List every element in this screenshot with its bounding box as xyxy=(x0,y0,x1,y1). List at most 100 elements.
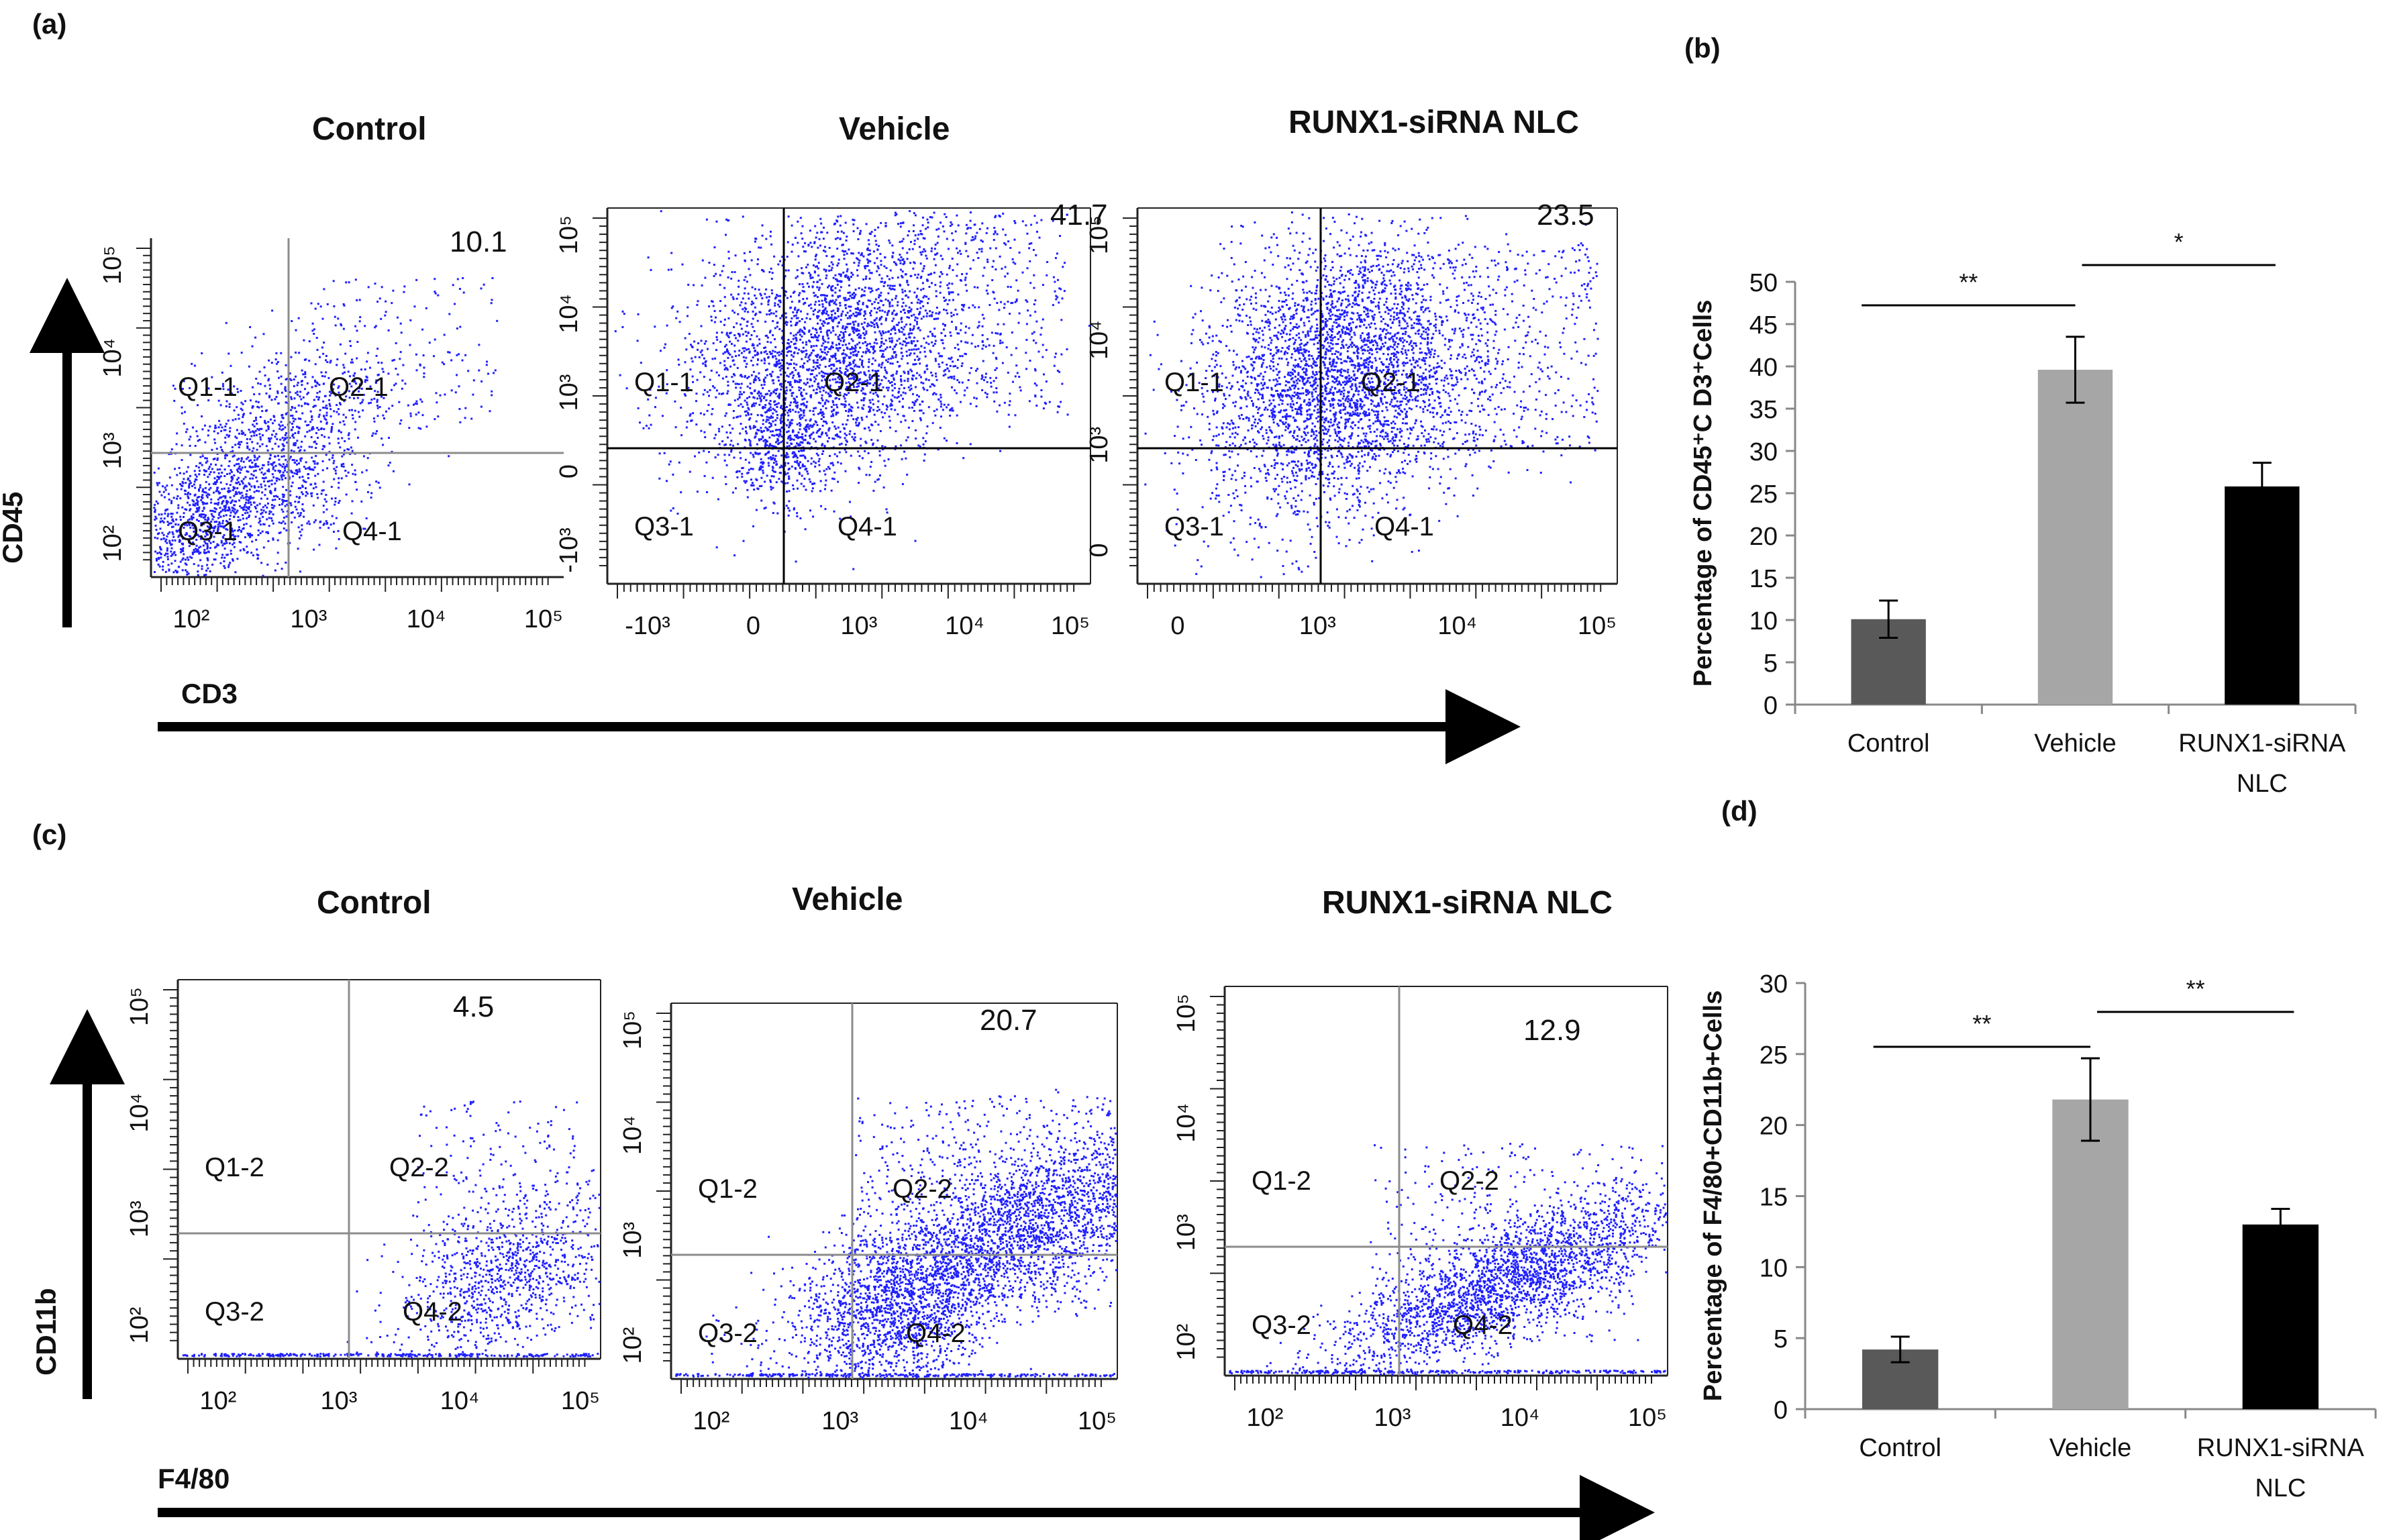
quadrant-label-q2: Q2-1 xyxy=(329,372,389,402)
quadrant-label-q3: Q3-2 xyxy=(205,1297,264,1327)
scatter-events xyxy=(182,1100,601,1359)
flow-a-title-control: Control xyxy=(312,111,427,147)
y-tick-label: 10³ xyxy=(125,1200,154,1237)
x-tick-label: 10⁵ xyxy=(561,1387,600,1415)
quadrant-label-q2: Q2-1 xyxy=(824,368,884,397)
significance-label: ** xyxy=(1959,268,1978,296)
bar-y-tick-label: 20 xyxy=(1749,523,1778,551)
panel-label-d: (d) xyxy=(1721,795,1758,827)
bar-y-axis-label: Percentage of F4/80+CD11b+Cells xyxy=(1699,990,1727,1402)
y-tick-label: 10⁵ xyxy=(619,1011,647,1049)
bar-runx1-sirna-nlc xyxy=(2242,1224,2319,1409)
y-tick-label: 10⁴ xyxy=(125,1093,154,1133)
percent-q2-value: 23.5 xyxy=(1537,199,1594,232)
bar-runx1-sirna-nlc xyxy=(2225,486,2300,705)
x-tick-label: 10⁴ xyxy=(1501,1404,1540,1432)
significance-label: * xyxy=(2174,228,2184,256)
y-tick-label: 10⁵ xyxy=(99,246,127,285)
flow-a-title-vehicle: Vehicle xyxy=(839,111,950,147)
bar-category-label: Control xyxy=(1847,729,1930,758)
bar-chart-d: 0 5 10 15 20 25 30 Control Vehicle RUNX1-siRNA NLC… xyxy=(1699,970,2377,1502)
percent-q2-value: 4.5 xyxy=(453,990,494,1023)
y-tick-label: 10² xyxy=(619,1327,647,1364)
bar-y-tick-label: 15 xyxy=(1760,1184,1788,1212)
flow-a-plot-2: Q1-1 Q2-1 Q3-1 Q4-1 41.7 -10³ 0 10³ 10⁴ 10⁵ -10³ 0 1… xyxy=(555,199,1108,640)
panel-label-b: (b) xyxy=(1684,32,1721,64)
y-tick-label: 10² xyxy=(125,1307,154,1344)
x-tick-label: 10⁵ xyxy=(1078,1407,1117,1435)
y-tick-label: 10³ xyxy=(1085,427,1113,464)
quadrant-label-q1: Q1-2 xyxy=(1252,1166,1311,1196)
flow-c-x-axis-label: F4/80 xyxy=(158,1463,230,1494)
bar-y-tick-label: 0 xyxy=(1764,692,1778,720)
x-tick-label: 10² xyxy=(200,1387,237,1415)
x-tick-label: 10² xyxy=(693,1407,730,1435)
bar-y-tick-label: 10 xyxy=(1749,607,1778,635)
bar-y-tick-label: 45 xyxy=(1749,311,1778,340)
y-tick-label: 10² xyxy=(1172,1324,1201,1361)
x-tick-label: 10³ xyxy=(291,605,327,633)
y-tick-label: 10⁴ xyxy=(619,1115,647,1155)
quadrant-label-q1: Q1-2 xyxy=(205,1153,264,1182)
bar-y-tick-label: 35 xyxy=(1749,396,1778,424)
bar-chart-b: 0 5 10 15 20 25 30 35 40 45 50 Control Vehicle RUNX1-… xyxy=(1689,228,2357,798)
flow-c-title-control: Control xyxy=(317,885,431,921)
bar-y-tick-label: 20 xyxy=(1760,1113,1788,1141)
y-tick-label: 10⁴ xyxy=(1172,1103,1201,1143)
scatter-events xyxy=(153,277,499,577)
quadrant-label-q3: Q3-1 xyxy=(1164,512,1224,542)
flow-c-plot-2: Q1-2 Q2-2 Q3-2 Q4-2 20.7 10² 10³ 10⁴ 10⁵ 10² 10³ 10… xyxy=(619,1003,1118,1435)
quadrant-label-q1: Q1-2 xyxy=(698,1174,758,1204)
y-tick-label: 10³ xyxy=(99,432,127,469)
bar-category-label: NLC xyxy=(2237,770,2288,798)
bar-category-label: NLC xyxy=(2255,1474,2306,1502)
bar-category-label: Vehicle xyxy=(2049,1434,2132,1462)
bar-y-tick-label: 40 xyxy=(1749,354,1778,382)
quadrant-label-q1: Q1-1 xyxy=(634,368,694,397)
y-tick-label: 10⁴ xyxy=(1085,320,1113,360)
bar-y-tick-label: 5 xyxy=(1774,1325,1788,1353)
quadrant-label-q2: Q2-2 xyxy=(893,1174,952,1204)
quadrant-label-q3: Q3-2 xyxy=(698,1319,758,1348)
y-tick-label: 10² xyxy=(99,525,127,562)
x-tick-label: 10² xyxy=(1247,1404,1284,1432)
quadrant-label-q1: Q1-1 xyxy=(178,372,238,402)
bar-y-tick-label: 50 xyxy=(1749,269,1778,297)
bar-y-axis-label: Percentage of CD45⁺C D3⁺Cells xyxy=(1689,300,1717,687)
y-tick-label: 10³ xyxy=(555,374,583,411)
bar-y-tick-label: 5 xyxy=(1764,650,1778,678)
quadrant-label-q4: Q4-1 xyxy=(837,512,897,542)
bar-y-tick-label: 25 xyxy=(1760,1041,1788,1070)
bar-vehicle xyxy=(2052,1099,2129,1409)
bar-category-label: RUNX1-siRNA xyxy=(2197,1434,2365,1462)
x-tick-label: 10⁴ xyxy=(945,612,984,640)
y-tick-label: 10⁴ xyxy=(99,338,127,378)
scatter-events xyxy=(1144,211,1599,578)
y-tick-label: 10³ xyxy=(1172,1214,1201,1251)
bar-y-tick-label: 30 xyxy=(1760,970,1788,998)
x-tick-label: 10³ xyxy=(821,1407,858,1435)
quadrant-label-q2: Q2-2 xyxy=(1439,1166,1499,1196)
flow-a-x-axis-label: CD3 xyxy=(181,678,238,709)
flow-a-title-runx1: RUNX1-siRNA NLC xyxy=(1288,105,1579,140)
y-tick-label: 10⁵ xyxy=(1085,215,1113,254)
percent-q2-value: 41.7 xyxy=(1050,199,1108,232)
y-tick-label: 10⁴ xyxy=(555,294,583,333)
x-tick-label: 10⁴ xyxy=(407,605,446,633)
x-tick-label: 10⁵ xyxy=(524,605,563,633)
percent-q2-value: 12.9 xyxy=(1523,1014,1581,1047)
scatter-events xyxy=(675,1088,1117,1379)
bar-y-tick-label: 10 xyxy=(1760,1254,1788,1282)
bar-y-tick-label: 30 xyxy=(1749,438,1778,466)
x-tick-label: 10² xyxy=(173,605,210,633)
x-tick-label: 10⁵ xyxy=(1051,612,1090,640)
quadrant-label-q3: Q3-1 xyxy=(178,517,238,546)
y-tick-label: 0 xyxy=(1085,543,1113,557)
bar-category-label: RUNX1-siRNA xyxy=(2178,729,2346,758)
quadrant-label-q2: Q2-2 xyxy=(389,1153,449,1182)
percent-q2-value: 20.7 xyxy=(980,1004,1037,1037)
x-tick-label: 0 xyxy=(746,612,760,640)
quadrant-label-q4: Q4-2 xyxy=(906,1319,966,1348)
flow-a-plot-3: Q1-1 Q2-1 Q3-1 Q4-1 23.5 0 10³ 10⁴ 10⁵ 0 10³ 10⁴ 10⁵ xyxy=(1085,199,1618,640)
